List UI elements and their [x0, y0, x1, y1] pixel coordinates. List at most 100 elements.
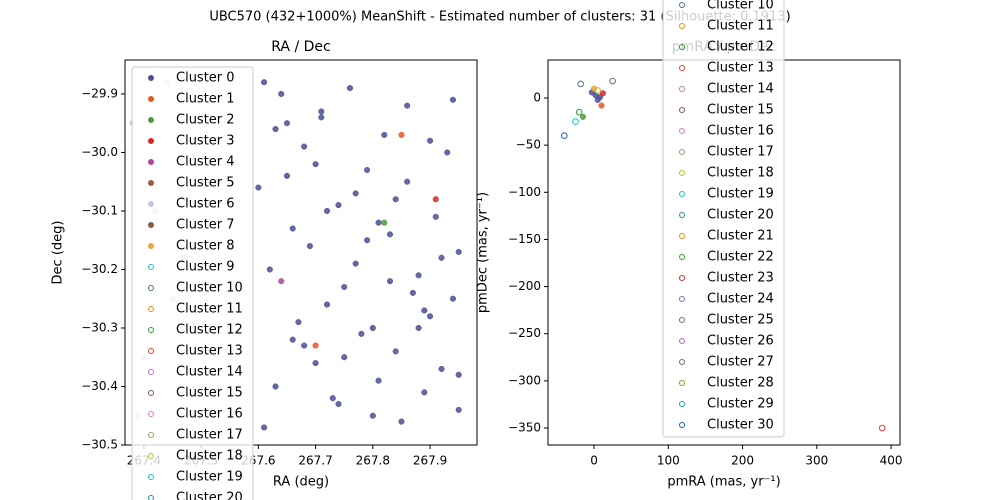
legend-label: Cluster 13 [176, 344, 243, 359]
point [594, 87, 602, 94]
legend-box [662, 0, 785, 438]
y-tick-label: −30.1 [81, 203, 118, 217]
point [364, 166, 371, 174]
point [312, 360, 319, 367]
point [266, 266, 273, 273]
legend-label: Cluster 15 [176, 386, 243, 401]
legend-label: Cluster 25 [707, 313, 774, 328]
y-axis-label: pmDec (mas, yr⁻¹) [476, 192, 491, 313]
point [449, 96, 457, 103]
point [455, 406, 462, 413]
legend-label: Cluster 20 [707, 208, 774, 223]
point [306, 243, 313, 250]
legend-marker [148, 327, 154, 333]
point [427, 137, 434, 144]
point [323, 207, 331, 215]
point [255, 184, 262, 191]
point [398, 131, 405, 138]
point [392, 348, 399, 355]
point [261, 424, 268, 431]
legend-marker [148, 348, 154, 354]
point [335, 400, 342, 408]
point [312, 342, 319, 349]
point [301, 342, 308, 349]
point [432, 196, 439, 203]
figure-title: UBC570 (432+1000%) MeanShift - Estimated… [209, 10, 790, 25]
legend-label: Cluster 15 [707, 103, 774, 118]
x-tick-label: 100 [657, 454, 680, 468]
legend-marker [679, 275, 685, 281]
legend-label: Cluster 24 [707, 292, 774, 307]
legend-label: Cluster 17 [176, 428, 243, 443]
point [409, 289, 416, 296]
legend-label: Cluster 6 [176, 197, 235, 212]
point [561, 132, 568, 140]
axes-frame [124, 59, 478, 446]
legend-marker [679, 2, 685, 8]
legend: Cluster 0 Cluster 1 Cluster 2 Cluster 3 Clus… [131, 66, 254, 500]
legend-label: Cluster 30 [707, 418, 774, 433]
legend-marker [148, 453, 154, 459]
y-tick-label: −30.3 [81, 320, 118, 334]
legend-label: Cluster 14 [707, 82, 774, 97]
legend-label: Cluster 21 [707, 229, 774, 244]
y-tick-label: −30.2 [81, 262, 118, 276]
legend-label: Cluster 20 [176, 491, 243, 500]
legend-marker [148, 201, 154, 207]
legend-label: Cluster 16 [707, 124, 774, 139]
legend-label: Cluster 18 [707, 166, 774, 181]
point [289, 336, 296, 343]
x-axis-label: RA (deg) [273, 475, 329, 490]
legend-marker [679, 107, 685, 113]
legend-label: Cluster 19 [707, 187, 774, 202]
legend-marker [679, 44, 685, 50]
legend-label: Cluster 10 [707, 0, 774, 13]
point [398, 418, 405, 425]
point [272, 383, 279, 390]
legend-marker [679, 191, 685, 197]
legend-marker [679, 128, 685, 134]
legend-label: Cluster 17 [707, 145, 774, 160]
legend-marker [148, 117, 154, 123]
point [295, 319, 302, 326]
legend-marker [148, 96, 154, 102]
x-tick-label: 267.9 [413, 454, 447, 468]
point [438, 254, 445, 261]
legend-label: Cluster 26 [707, 334, 774, 349]
legend-marker [679, 86, 685, 92]
point [323, 301, 331, 308]
x-tick-label: 300 [805, 454, 828, 468]
point [278, 90, 285, 97]
legend-marker [148, 285, 154, 291]
legend-marker [148, 222, 154, 228]
point [421, 389, 428, 396]
point [375, 219, 382, 226]
legend-label: Cluster 12 [176, 323, 243, 338]
point [369, 412, 376, 419]
legend-marker [148, 180, 154, 186]
x-tick-label: 400 [880, 454, 903, 468]
point [427, 313, 434, 320]
legend-label: Cluster 4 [176, 155, 235, 170]
legend-label: Cluster 2 [176, 113, 235, 128]
point [415, 324, 422, 332]
point [577, 80, 584, 88]
y-tick-label: −30.5 [81, 438, 118, 452]
legend-marker [679, 422, 685, 428]
point [278, 278, 285, 285]
legend-label: Cluster 9 [176, 260, 235, 275]
point [289, 225, 296, 232]
legend-marker [148, 243, 154, 249]
point [352, 260, 359, 267]
legend-label: Cluster 13 [707, 61, 774, 76]
legend-marker [679, 338, 685, 344]
point [575, 108, 583, 116]
y-tick-label: −300 [508, 373, 541, 387]
legend-label: Cluster 11 [707, 19, 774, 34]
point [283, 120, 291, 127]
point [341, 283, 348, 291]
point [346, 85, 353, 92]
x-tick-label: 0 [590, 454, 598, 468]
legend-marker [148, 432, 154, 438]
